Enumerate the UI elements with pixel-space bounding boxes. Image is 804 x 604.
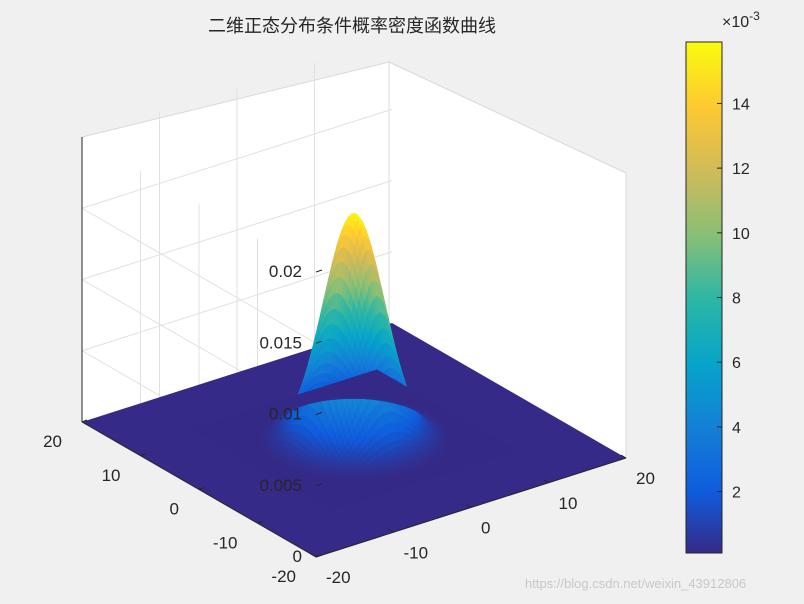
chart-title: 二维正态分布条件概率密度函数曲线: [208, 16, 496, 37]
colorbar: [685, 41, 723, 554]
z-tick-label: 0: [293, 547, 302, 566]
colorbar-tick-label: 6: [732, 355, 741, 372]
z-tick-label: 0.01: [269, 405, 302, 424]
colorbar-tick-label: 14: [732, 96, 750, 113]
colorbar-tick-label: 10: [732, 226, 750, 243]
z-tick-label: 0.015: [259, 333, 302, 352]
z-tick-label: 0.005: [259, 476, 302, 495]
y-tick-label: -10: [213, 533, 238, 552]
colorbar-tick-label: 12: [732, 161, 750, 178]
colorbar-exponent-base: ×10: [722, 14, 749, 31]
y-tick-label: 20: [43, 432, 62, 451]
density-surface: [190, 212, 518, 511]
colorbar-exponent-power: -3: [749, 9, 760, 23]
x-tick-label: 20: [636, 469, 655, 488]
y-tick-label: 10: [102, 466, 121, 485]
x-tick-label: -20: [326, 568, 351, 587]
x-tick-label: 10: [559, 494, 578, 513]
watermark: https://blog.csdn.net/weixin_43912806: [525, 576, 746, 591]
z-tick-label: 0.02: [269, 262, 302, 281]
colorbar-exponent: ×10-3: [722, 9, 760, 31]
y-tick-label: 0: [170, 500, 179, 519]
y-tick-label: -20: [271, 567, 296, 586]
x-tick-label: 0: [481, 519, 490, 538]
x-tick-label: -10: [404, 543, 429, 562]
colorbar-tick-label: 2: [732, 485, 741, 502]
colorbar-tick-label: 4: [732, 420, 741, 437]
colorbar-tick-label: 8: [732, 291, 741, 308]
